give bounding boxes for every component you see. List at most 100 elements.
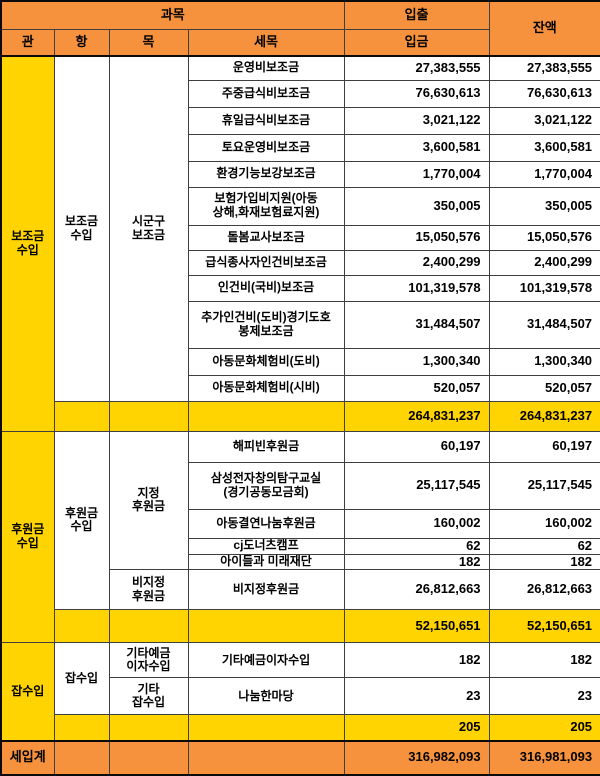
cell-subtotal-balance: 52,150,651	[488, 609, 600, 644]
cell-balance: 101,319,578	[488, 274, 600, 302]
subtotal-row: 52,150,651 52,150,651	[1, 609, 600, 644]
cell-mok-subsidy: 시군구 보조금	[108, 55, 189, 402]
cell-deposit: 76,630,613	[343, 79, 490, 108]
cell-semok: 보험가입비지원(아동 상해,화재보험료지원)	[187, 186, 345, 226]
empty-cell	[53, 400, 110, 432]
table-row: 후원금 수입 후원금 수입 지정 후원금 해피빈후원금 60,197 60,19…	[0, 430, 600, 644]
cell-semok: 토요운영비보조금	[187, 133, 345, 162]
cell-balance: 350,005	[488, 186, 600, 226]
col-header-balance: 잔액	[488, 0, 600, 57]
table-row: 보조금 수입 보조금 수입 시군구 보조금 운영비보조금 27,383,555 …	[0, 55, 600, 432]
cell-deposit: 60,197	[343, 430, 490, 463]
col-header-deposit: 입금	[343, 28, 490, 57]
table-row: 휴일급식비보조금 3,021,122 3,021,122	[1, 106, 600, 135]
cell-deposit: 182	[343, 642, 490, 679]
empty-cell	[108, 400, 189, 432]
cell-deposit: 1,300,340	[343, 347, 490, 376]
cell-mok-designated: 지정 후원금	[108, 430, 189, 571]
cell-semok: cj도너츠캠프	[187, 537, 345, 555]
cell-balance: 26,812,663	[488, 569, 600, 611]
table-row: 아이들과 미래재단 182 182	[1, 553, 600, 571]
cell-deposit: 15,050,576	[343, 224, 490, 251]
cell-balance: 3,021,122	[488, 106, 600, 135]
table-row: 토요운영비보조금 3,600,581 3,600,581	[1, 133, 600, 162]
cell-semok: 기타예금이자수입	[187, 642, 345, 679]
cell-semok: 운영비보조금	[187, 55, 345, 81]
cell-deposit: 350,005	[343, 186, 490, 226]
cell-semok: 돌봄교사보조금	[187, 224, 345, 251]
col-header-subject: 과목	[0, 0, 345, 30]
col-header-semok: 세목	[187, 28, 345, 57]
cell-semok: 인건비(국비)보조금	[187, 274, 345, 302]
empty-cell	[53, 714, 110, 742]
cell-hang-misc: 잡수입	[53, 642, 110, 716]
cell-balance: 31,484,507	[488, 300, 600, 349]
cell-balance: 1,770,004	[488, 160, 600, 188]
cell-semok: 아동문화체험비(시비)	[187, 374, 345, 402]
cell-subtotal-deposit: 264,831,237	[343, 400, 490, 432]
table-row: 잡수입 잡수입 기타예금 이자수입 기타예금이자수입 182 182	[0, 642, 600, 742]
cell-balance: 520,057	[488, 374, 600, 402]
cell-semok: 추가인건비(도비)경기도호 봉제보조금	[187, 300, 345, 349]
cell-deposit: 25,117,545	[343, 461, 490, 510]
empty-cell	[108, 609, 189, 644]
cell-semok: 휴일급식비보조금	[187, 106, 345, 135]
cell-semok: 주중급식비보조금	[187, 79, 345, 108]
col-header-mok: 목	[108, 28, 189, 57]
cell-deposit: 2,400,299	[343, 249, 490, 276]
cell-deposit: 27,383,555	[343, 55, 490, 81]
cell-total-label: 세입계	[0, 739, 55, 776]
table-row: 주중급식비보조금 76,630,613 76,630,613	[1, 79, 600, 108]
cell-semok: 아동결연나눔후원금	[187, 508, 345, 539]
empty-cell	[187, 609, 345, 644]
cell-deposit: 520,057	[343, 374, 490, 402]
col-header-gwan: 관	[0, 28, 55, 57]
table-row: 추가인건비(도비)경기도호 봉제보조금 31,484,507 31,484,50…	[1, 300, 600, 349]
table-row: 아동문화체험비(도비) 1,300,340 1,300,340	[1, 347, 600, 376]
subtotal-row: 205 205	[1, 714, 600, 742]
cell-balance: 76,630,613	[488, 79, 600, 108]
table-row: 급식종사자인건비보조금 2,400,299 2,400,299	[1, 249, 600, 276]
cell-semok: 환경기능보강보조금	[187, 160, 345, 188]
table-row: cj도너츠캠프 62 62	[1, 537, 600, 555]
cell-deposit: 23	[343, 677, 490, 716]
cell-balance: 15,050,576	[488, 224, 600, 251]
cell-balance: 2,400,299	[488, 249, 600, 276]
cell-mok-interest: 기타예금 이자수입	[108, 642, 189, 679]
cell-balance: 60,197	[488, 430, 600, 463]
cell-subtotal-deposit: 205	[343, 714, 490, 742]
total-row: 세입계 316,982,093 316,981,093	[0, 739, 600, 776]
cell-subtotal-balance: 205	[488, 714, 600, 742]
cell-balance: 25,117,545	[488, 461, 600, 510]
cell-gwan-misc: 잡수입	[0, 642, 55, 742]
table-row: 보험가입비지원(아동 상해,화재보험료지원) 350,005 350,005	[1, 186, 600, 226]
cell-balance: 27,383,555	[488, 55, 600, 81]
cell-balance: 23	[488, 677, 600, 716]
cell-semok: 삼성전자창의탐구교실 (경기공동모금회)	[187, 461, 345, 510]
col-header-hang: 항	[53, 28, 110, 57]
cell-balance: 182	[488, 642, 600, 679]
cell-hang-donation: 후원금 수입	[53, 430, 110, 611]
cell-hang-subsidy: 보조금 수입	[53, 55, 110, 402]
cell-deposit: 160,002	[343, 508, 490, 539]
table-row: 아동문화체험비(시비) 520,057 520,057	[1, 374, 600, 402]
cell-total-balance: 316,981,093	[488, 739, 600, 776]
empty-cell	[53, 739, 110, 776]
cell-semok: 나눔한마당	[187, 677, 345, 716]
table-row: 인건비(국비)보조금 101,319,578 101,319,578	[1, 274, 600, 302]
table-row: 삼성전자창의탐구교실 (경기공동모금회) 25,117,545 25,117,5…	[1, 461, 600, 510]
cell-deposit: 182	[343, 553, 490, 571]
cell-mok-other: 기타 잡수입	[108, 677, 189, 716]
cell-subtotal-deposit: 52,150,651	[343, 609, 490, 644]
cell-semok: 해피빈후원금	[187, 430, 345, 463]
empty-cell	[108, 714, 189, 742]
cell-balance: 182	[488, 553, 600, 571]
cell-semok: 비지정후원금	[187, 569, 345, 611]
cell-deposit: 26,812,663	[343, 569, 490, 611]
empty-cell	[53, 609, 110, 644]
header-row-1: 과목 입출 잔액	[0, 0, 600, 57]
empty-cell	[187, 714, 345, 742]
cell-deposit: 31,484,507	[343, 300, 490, 349]
cell-balance: 3,600,581	[488, 133, 600, 162]
